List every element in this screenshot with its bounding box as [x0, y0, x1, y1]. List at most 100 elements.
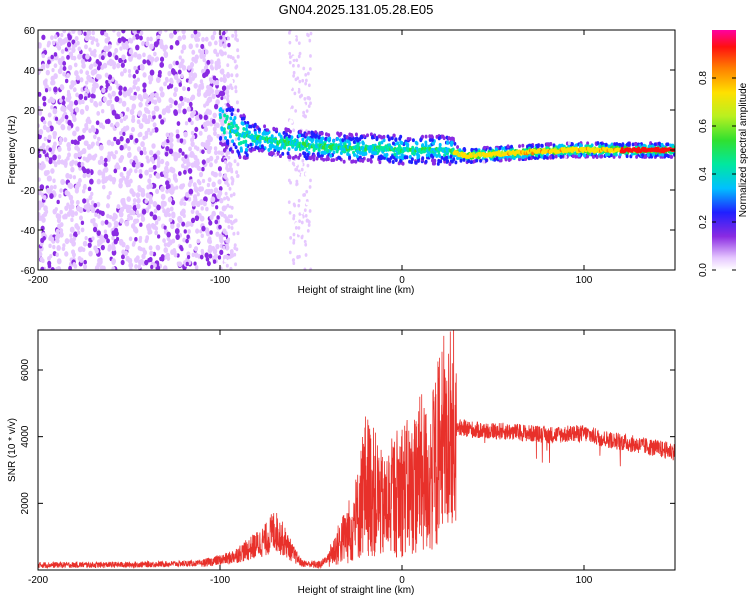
spectrogram-cell: [93, 100, 98, 107]
spectrogram-cell: [488, 146, 492, 151]
spectrogram-cell: [128, 48, 134, 55]
spectrogram-y-tick-label: 20: [24, 106, 36, 117]
spectrogram-cell: [195, 210, 200, 216]
spectrogram-cell: [201, 68, 205, 74]
spectrogram-cell: [652, 152, 656, 157]
spectrogram-cell: [290, 108, 294, 113]
spectrogram-cell: [361, 158, 365, 163]
spectrogram-cell: [104, 219, 109, 225]
spectrogram-cell: [306, 96, 310, 100]
spectrogram-cell: [212, 30, 217, 36]
spectrogram-cell: [302, 103, 306, 107]
spectrogram-cell: [183, 169, 187, 175]
spectrogram-cell: [191, 252, 195, 258]
spectrogram-cell: [214, 89, 220, 95]
spectrogram-cell: [173, 30, 178, 35]
spectrogram-cell: [164, 165, 169, 172]
spectrogram-cell: [42, 120, 47, 125]
spectrogram-cell: [506, 144, 510, 149]
spectrogram-cell: [213, 48, 218, 55]
spectrogram-cell: [177, 215, 182, 222]
spectrogram-cell: [304, 78, 308, 83]
spectrogram-cell: [72, 130, 77, 137]
spectrogram-cell: [114, 48, 119, 54]
spectrogram-cell: [185, 261, 189, 266]
spectrogram-cell: [308, 67, 312, 71]
spectrogram-cell: [421, 156, 425, 161]
spectrogram-cell: [309, 31, 313, 36]
spectrogram-cell: [297, 87, 301, 92]
spectrogram-cell: [38, 128, 44, 136]
spectrogram-cell: [299, 162, 303, 167]
spectrogram-cell: [136, 119, 141, 125]
spectrogram-y-tick-label: 40: [24, 66, 36, 77]
spectrogram-cell: [300, 167, 304, 172]
spectrogram-cell: [115, 162, 120, 168]
spectrogram-cell: [221, 85, 227, 92]
spectrogram-cell: [245, 153, 249, 158]
spectrogram-cell: [288, 40, 292, 45]
spectrogram-cell: [510, 144, 514, 149]
spectrogram-cell: [134, 237, 138, 242]
spectrogram-cell: [109, 99, 113, 104]
spectrogram-cell: [233, 159, 237, 164]
spectrogram-cell: [293, 125, 297, 130]
spectrogram-cell: [81, 188, 86, 194]
spectrogram-cell: [184, 121, 189, 126]
spectrogram-cell: [70, 139, 75, 145]
spectrogram-cell: [191, 49, 196, 55]
spectrogram-cell: [255, 141, 259, 146]
spectrogram-cell: [183, 201, 187, 206]
spectrogram-cell: [446, 140, 450, 145]
spectrogram-cell: [127, 151, 132, 158]
spectrogram-cell: [196, 192, 200, 197]
spectrogram-cell: [84, 44, 88, 50]
spectrogram-cell: [224, 258, 228, 263]
spectrogram-cell: [213, 253, 219, 259]
spectrogram-cell: [218, 186, 223, 192]
spectrogram-cell: [292, 241, 296, 245]
spectrogram-cell: [229, 254, 233, 259]
spectrogram-cell: [292, 58, 296, 62]
spectrogram-cell: [307, 104, 311, 108]
spectrogram-cell: [147, 223, 151, 229]
spectrogram-cell: [186, 87, 191, 92]
spectrogram-cell: [200, 206, 204, 211]
spectrogram-cell: [136, 146, 142, 152]
spectrogram-cell: [203, 114, 209, 121]
spectrogram-cell: [97, 242, 101, 247]
spectrogram-cell: [95, 38, 99, 43]
spectrogram-cell: [58, 118, 63, 124]
spectrogram-cell: [128, 87, 133, 94]
spectrogram-cell: [136, 213, 141, 218]
spectrogram-cell: [292, 258, 295, 262]
spectrogram-cell: [292, 70, 296, 75]
spectrogram-cell: [152, 153, 158, 160]
spectrogram-cell: [249, 124, 253, 129]
spectrogram-cell: [117, 37, 122, 44]
snr-x-label: Height of straight line (km): [298, 585, 415, 596]
spectrogram-cell: [177, 108, 182, 114]
spectrogram-cell: [227, 150, 231, 155]
spectrogram-cell: [215, 231, 220, 237]
spectrogram-cell: [107, 51, 112, 58]
spectrogram-y-label: Frequency (Hz): [7, 116, 18, 185]
spectrogram-cell: [123, 143, 128, 149]
spectrogram-cell: [233, 59, 237, 64]
spectrogram-cell: [225, 166, 229, 171]
spectrogram-cell: [149, 92, 155, 100]
spectrogram-cell: [303, 91, 306, 96]
spectrogram-cell: [111, 235, 115, 241]
spectrogram-cell: [225, 195, 229, 200]
spectrogram-cell: [482, 159, 486, 164]
spectrogram-cell: [193, 246, 199, 252]
spectrogram-cell: [229, 55, 233, 59]
spectrogram-cell: [191, 76, 195, 81]
spectrogram-cell: [83, 31, 87, 36]
spectrogram-cell: [201, 37, 205, 43]
spectrogram-cell: [354, 132, 358, 137]
spectrogram-cell: [118, 85, 123, 92]
spectrogram-cell: [287, 178, 291, 183]
spectrogram-cell: [358, 158, 362, 163]
spectrogram-cell: [236, 54, 240, 59]
